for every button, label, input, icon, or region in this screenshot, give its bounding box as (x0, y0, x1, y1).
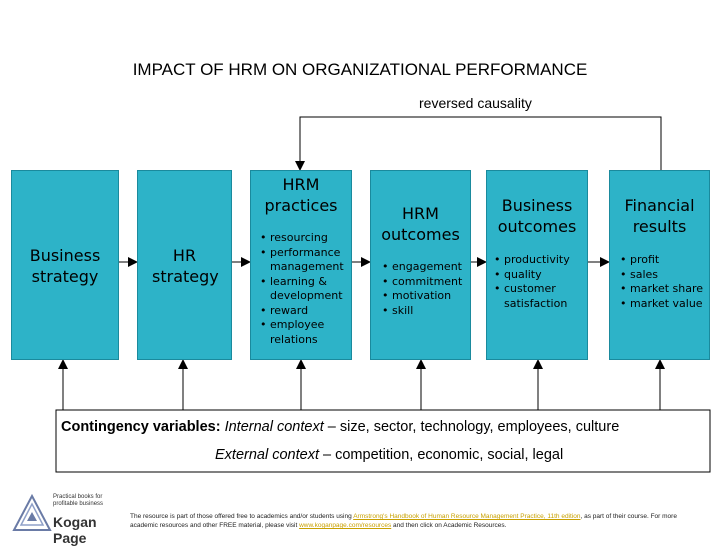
list-item: skill (382, 304, 470, 319)
list-item: sales (620, 268, 710, 283)
footer-text: , as part of their course. For more acad… (130, 513, 677, 529)
site-link[interactable]: www.koganpage.com/resources (299, 522, 392, 529)
business-outcomes-box: Business outcomes productivity quality c… (486, 170, 588, 360)
logo-name: Kogan Page (53, 514, 97, 546)
footer-text: The resource is part of those offered fr… (130, 513, 354, 520)
list-item: motivation (382, 289, 470, 304)
logo-tagline: Practical books for profitable business (53, 494, 104, 507)
contingency-label: Contingency variables: (61, 419, 221, 435)
list-item: resourcing (260, 231, 352, 246)
financial-results-box: Financial results profit sales market sh… (609, 170, 710, 360)
box-title: Business strategy (29, 246, 101, 286)
list-item: engagement (382, 260, 470, 275)
reversed-causality-line (295, 116, 662, 171)
box-title: HRM practices (264, 175, 338, 215)
list-item: market value (620, 297, 710, 312)
list-item: profit (620, 253, 710, 268)
page-title: IMPACT OF HRM ON ORGANIZATIONAL PERFORMA… (132, 60, 588, 79)
financial-list: profit sales market share market value (620, 253, 710, 311)
business-strategy-box: Business strategy (11, 170, 119, 360)
hrm-practices-box: HRM practices resourcing performance man… (250, 170, 352, 360)
reversed-causality-label: reversed causality (419, 95, 532, 111)
box-title: Financial results (624, 196, 695, 236)
triangle-logo-icon (12, 494, 52, 531)
list-item: commitment (382, 275, 470, 290)
external-context-text: – competition, economic, social, legal (318, 447, 564, 463)
box-title: HRM outcomes (381, 204, 460, 244)
practices-list: resourcing performance management learni… (260, 231, 352, 347)
list-item: performance management (260, 246, 352, 275)
list-item: market share (620, 282, 710, 297)
list-item: reward (260, 304, 352, 319)
outcomes-list: engagement commitment motivation skill (382, 260, 470, 318)
contingency-external: External context – competition, economic… (215, 447, 563, 463)
list-item: customer satisfaction (494, 282, 587, 311)
hrm-outcomes-box: HRM outcomes engagement commitment motiv… (370, 170, 471, 360)
contingency-frame (55, 409, 711, 473)
book-link[interactable]: Armstrong's Handbook of Human Resource M… (353, 513, 581, 520)
contingency-internal: Contingency variables: Internal context … (61, 419, 619, 435)
internal-context-text: – size, sector, technology, employees, c… (323, 419, 620, 435)
footer-notice: The resource is part of those offered fr… (130, 512, 690, 530)
business-outcomes-list: productivity quality customer satisfacti… (494, 253, 587, 311)
list-item: productivity (494, 253, 587, 268)
list-item: learning & development (260, 275, 352, 304)
box-title: Business outcomes (497, 196, 577, 236)
external-context-label: External context (215, 447, 319, 463)
footer-text: and then click on Academic Resources. (391, 522, 507, 529)
list-item: quality (494, 268, 587, 283)
list-item: employee relations (260, 318, 352, 347)
box-title: HR strategy (152, 246, 219, 286)
kogan-page-logo: Practical books for profitable business … (10, 492, 125, 546)
hr-strategy-box: HR strategy (137, 170, 232, 360)
internal-context-label: Internal context (224, 419, 324, 435)
